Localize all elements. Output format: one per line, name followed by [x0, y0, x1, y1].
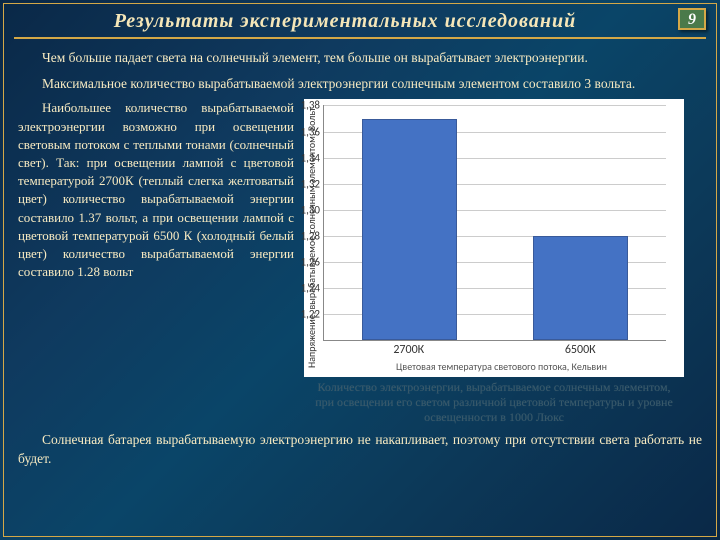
- chart-plot-zone: 1,381,361,341,321,301,281,261,241,22 270…: [319, 99, 684, 377]
- chart-gridline: [324, 105, 666, 106]
- voltage-chart: Напряжение, вырабатываемое солнечным эле…: [304, 99, 684, 377]
- chart-x-tick: 2700К: [323, 343, 495, 357]
- paragraph-2: Максимальное количество вырабатываемой э…: [0, 73, 720, 99]
- right-column: Напряжение, вырабатываемое солнечным эле…: [304, 99, 706, 425]
- left-text-block: Наибольшее количество вырабатываемой эле…: [14, 99, 294, 425]
- chart-bar: [533, 236, 629, 340]
- paragraph-1: Чем больше падает света на солнечный эле…: [0, 47, 720, 73]
- chart-bar: [362, 119, 458, 341]
- page-number-badge: 9: [678, 8, 706, 30]
- chart-y-tick: 1,24: [301, 282, 320, 295]
- chart-y-tick: 1,36: [301, 125, 320, 138]
- bottom-paragraph: Солнечная батарея вырабатываемую электро…: [0, 425, 720, 471]
- chart-y-tick: 1,26: [301, 256, 320, 269]
- chart-y-tick: 1,32: [301, 177, 320, 190]
- content-row: Наибольшее количество вырабатываемой эле…: [0, 99, 720, 425]
- chart-x-tick: 6500К: [495, 343, 667, 357]
- chart-y-tick: 1,34: [301, 151, 320, 164]
- chart-x-axis-label: Цветовая температура светового потока, К…: [319, 357, 684, 377]
- chart-grid-area: 1,381,361,341,321,301,281,261,241,22: [323, 105, 666, 341]
- chart-y-tick: 1,30: [301, 203, 320, 216]
- title-underline: [14, 37, 706, 39]
- chart-y-tick: 1,22: [301, 308, 320, 321]
- chart-caption: Количество электроэнергии, вырабатываемо…: [304, 377, 684, 425]
- chart-y-tick: 1,38: [301, 99, 320, 112]
- slide-title: Результаты экспериментальных исследовани…: [0, 0, 720, 37]
- chart-x-ticks: 2700К6500К: [323, 343, 666, 357]
- chart-y-tick: 1,28: [301, 229, 320, 242]
